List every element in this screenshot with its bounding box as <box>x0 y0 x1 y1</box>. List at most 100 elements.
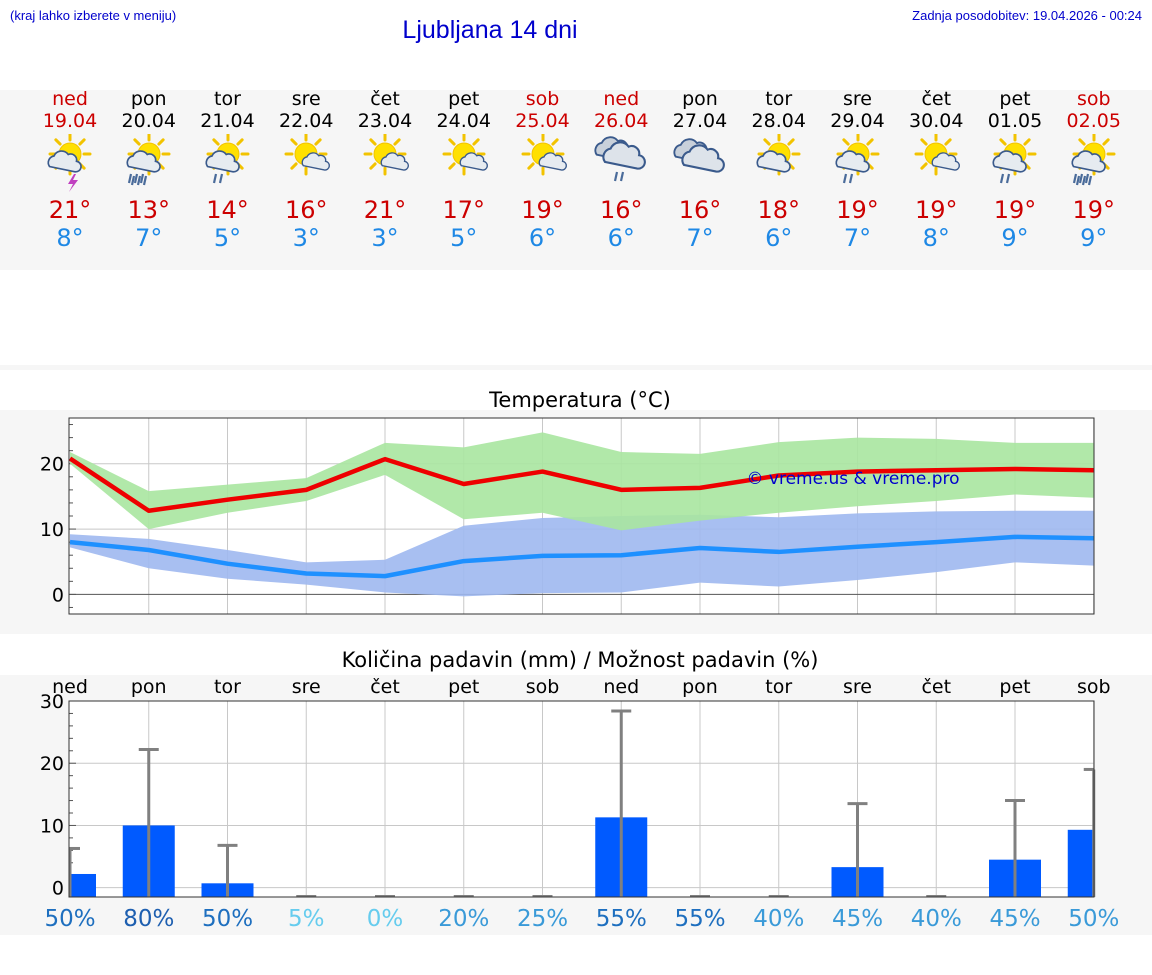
day-date: 23.04 <box>357 110 413 132</box>
icon-art <box>284 134 331 176</box>
day-date: 19.04 <box>42 110 98 132</box>
cloud-shape <box>681 144 725 173</box>
icon-art <box>594 136 647 182</box>
sun-ray <box>448 138 456 146</box>
y-tick-label: 20 <box>40 753 64 775</box>
cloud-outline <box>1071 150 1106 173</box>
day-name: sob <box>1076 88 1111 110</box>
cloud-outline <box>47 150 82 173</box>
day-column: čet 30.04 19° 8° <box>897 88 975 252</box>
min-temperature: 6° <box>765 224 793 252</box>
x-tick-label: pet <box>999 676 1030 698</box>
max-temperature-line <box>68 456 1094 514</box>
max-temperature: 21° <box>363 196 407 224</box>
cloud-shape <box>301 152 331 171</box>
x-tick-label: sre <box>292 676 321 698</box>
rain-drop <box>218 173 223 184</box>
day-name: sre <box>843 88 872 110</box>
rain-drop <box>620 171 625 182</box>
sun-ray <box>999 138 1007 146</box>
y-tick-label: 20 <box>40 454 64 476</box>
min-temperature: 9° <box>1001 224 1029 252</box>
day-column: tor 28.04 18° 6° <box>740 88 818 252</box>
sun-ray <box>841 138 850 146</box>
x-tick-label: pon <box>682 676 718 698</box>
precipitation-probability: 50% <box>44 906 95 932</box>
icon-art <box>521 134 567 176</box>
day-date: 22.04 <box>279 110 334 132</box>
sun-ray <box>1102 138 1110 146</box>
max-temperature: 19° <box>993 196 1037 224</box>
min-temperature-line <box>69 534 1094 579</box>
day-column: sob 02.05 19° 9° <box>1055 88 1133 252</box>
precipitation-probability: 40% <box>911 906 962 932</box>
precipitation-bar <box>69 873 96 897</box>
icon-art <box>126 134 171 186</box>
precipitation-probability: 45% <box>989 906 1040 932</box>
cloud-outline <box>992 150 1027 173</box>
rain-drops <box>1072 173 1092 186</box>
sun-ray <box>787 138 795 146</box>
icon-art <box>914 134 961 176</box>
max-temperature: 21° <box>48 196 92 224</box>
rain-drop <box>999 173 1005 184</box>
sun-cloud-light-rain-icon <box>204 134 249 184</box>
min-temperature: 3° <box>371 224 399 252</box>
sun-ray <box>290 138 298 146</box>
cloud-outline <box>538 152 567 171</box>
sun-small-cloud-icon <box>521 134 567 176</box>
min-temperature: 5° <box>450 224 478 252</box>
day-column: pon 27.04 16° 7° <box>661 88 739 252</box>
rain-drop <box>212 173 217 184</box>
min-temperature: 3° <box>292 224 320 252</box>
cloud-outline <box>459 152 488 171</box>
x-tick-label: sob <box>1077 676 1111 698</box>
sun-ray <box>54 138 62 146</box>
day-name: pon <box>682 88 718 110</box>
day-column: sob 25.04 19° 6° <box>504 88 582 252</box>
max-temperature: 16° <box>284 196 328 224</box>
rain-drop <box>1078 173 1083 184</box>
y-tick-label: 30 <box>40 691 64 713</box>
icon-art <box>992 134 1037 184</box>
max-temperature: 19° <box>521 196 564 224</box>
day-date: 24.04 <box>436 110 491 132</box>
icon-art <box>204 134 249 184</box>
x-tick-label: čet <box>370 676 400 698</box>
precipitation-probability: 55% <box>674 906 725 932</box>
rain-drop <box>1084 173 1089 184</box>
cloud-shape <box>931 152 961 171</box>
y-tick-label: 10 <box>40 519 64 541</box>
rain-drop <box>133 173 138 184</box>
sun-ray <box>133 138 141 146</box>
rain-drops <box>614 171 625 182</box>
rain-drop <box>1075 175 1080 186</box>
sun-small-cloud-icon <box>442 134 488 176</box>
plot-frame <box>68 700 1095 898</box>
sun-cloud-storm-icon <box>47 134 92 192</box>
icon-art <box>47 134 92 192</box>
precipitation-chart: ned pon tor sre čet pet sob ned pon tor sre čet pet s… <box>40 676 1120 932</box>
rain-drop <box>139 173 144 184</box>
x-tick-label: ned <box>52 676 88 698</box>
icon-art <box>834 134 879 184</box>
x-tick-label: čet <box>921 676 951 698</box>
forecast-band <box>0 90 1152 270</box>
icon-art <box>673 138 725 173</box>
x-tick-label: sre <box>843 676 872 698</box>
icon-art <box>442 134 488 176</box>
rain-drops <box>212 173 223 184</box>
day-date: 29.04 <box>830 110 885 132</box>
day-column: sre 22.04 16° 3° <box>267 88 345 252</box>
y-tick-label: 0 <box>52 878 64 900</box>
day-date: 21.04 <box>200 110 255 132</box>
day-name: čet <box>370 88 400 110</box>
cloud-shape <box>756 150 791 173</box>
sun-ray <box>526 138 535 146</box>
cloud-shape <box>1071 150 1106 173</box>
cloud-shape <box>834 150 870 173</box>
cloud-shape <box>126 150 161 173</box>
day-column: pon 20.04 13° 7° <box>110 88 188 252</box>
last-update: Zadnja posodobitev: 19.04.2026 - 00:24 <box>912 8 1142 23</box>
icon-art <box>1071 134 1116 186</box>
